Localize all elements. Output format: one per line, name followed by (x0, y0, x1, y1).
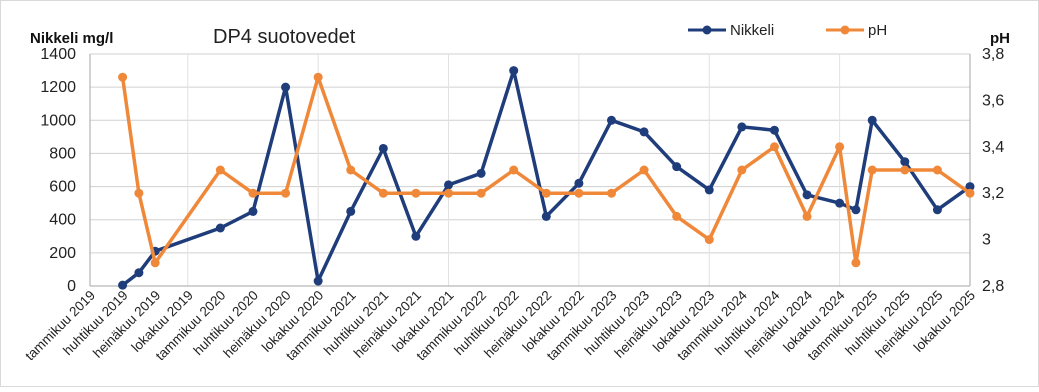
data-point-ph (851, 258, 861, 268)
data-point-nikkeli (411, 231, 421, 241)
data-point-nikkeli (118, 280, 128, 290)
data-point-nikkeli (281, 82, 291, 92)
data-point-nikkeli (769, 125, 779, 135)
data-point-ph (248, 188, 258, 198)
data-point-ph (737, 165, 747, 175)
y-axis-label: Nikkeli mg/l (30, 30, 113, 47)
data-point-nikkeli (900, 157, 910, 167)
data-point-ph (672, 211, 682, 221)
data-point-ph (867, 165, 877, 175)
data-point-nikkeli (509, 66, 519, 76)
data-point-ph (835, 142, 845, 152)
data-point-nikkeli (248, 206, 258, 216)
data-point-ph (769, 142, 779, 152)
legend-ph-marker (840, 25, 850, 35)
y2-tick-label: 3,4 (982, 139, 1004, 156)
data-point-nikkeli (134, 268, 144, 278)
data-point-nikkeli (444, 180, 454, 190)
data-point-ph (444, 188, 454, 198)
data-point-nikkeli (215, 223, 225, 233)
data-point-nikkeli (851, 205, 861, 215)
data-point-ph (541, 188, 551, 198)
data-point-ph (215, 165, 225, 175)
chart-title: DP4 suotovedet (213, 26, 356, 48)
data-point-nikkeli (606, 115, 616, 125)
y-tick-label: 600 (49, 179, 76, 196)
data-point-nikkeli (313, 276, 323, 286)
data-point-ph (900, 165, 910, 175)
data-point-ph (476, 188, 486, 198)
series-line-ph (120, 75, 972, 265)
data-point-ph (965, 188, 975, 198)
legend: Nikkeli pH (688, 22, 887, 39)
data-point-ph (118, 72, 128, 82)
y2-tick-label: 3,2 (982, 185, 1004, 202)
data-point-ph (606, 188, 616, 198)
y-tick-label: 400 (49, 212, 76, 229)
data-point-ph (802, 211, 812, 221)
data-point-nikkeli (476, 168, 486, 178)
data-point-ph (639, 165, 649, 175)
data-point-nikkeli (932, 205, 942, 215)
data-point-ph (411, 188, 421, 198)
legend-ph-label: pH (868, 22, 887, 39)
y-tick-label: 0 (67, 278, 76, 295)
data-point-nikkeli (835, 198, 845, 208)
data-point-ph (150, 258, 160, 268)
data-point-nikkeli (672, 162, 682, 172)
data-point-nikkeli (737, 122, 747, 132)
y2-tick-label: 3,6 (982, 92, 1004, 109)
data-point-ph (704, 235, 714, 245)
data-point-nikkeli (867, 115, 877, 125)
data-point-nikkeli (574, 178, 584, 188)
y-tick-label: 1000 (40, 112, 76, 129)
y-tick-label: 800 (49, 145, 76, 162)
data-point-nikkeli (346, 206, 356, 216)
y-tick-label: 1200 (40, 79, 76, 96)
y2-tick-label: 3 (982, 232, 991, 249)
data-point-nikkeli (965, 182, 975, 192)
y2-tick-label: 3,8 (982, 46, 1004, 63)
y-tick-label: 1400 (40, 46, 76, 63)
series-layer (118, 66, 975, 290)
data-point-nikkeli (378, 143, 388, 153)
y-tick-label: 200 (49, 245, 76, 262)
data-point-ph (313, 72, 323, 82)
data-point-nikkeli (541, 211, 551, 221)
data-point-ph (574, 188, 584, 198)
data-point-ph (509, 165, 519, 175)
data-point-nikkeli (639, 127, 649, 137)
data-point-ph (932, 165, 942, 175)
data-point-ph (346, 165, 356, 175)
legend-nikkeli-marker (702, 25, 712, 35)
data-point-ph (378, 188, 388, 198)
data-point-ph (134, 188, 144, 198)
y2-axis-label: pH (990, 30, 1010, 47)
y2-tick-label: 2,8 (982, 278, 1004, 295)
data-point-ph (281, 188, 291, 198)
data-point-nikkeli (704, 185, 714, 195)
legend-nikkeli-label: Nikkeli (730, 22, 774, 39)
data-point-nikkeli (802, 190, 812, 200)
